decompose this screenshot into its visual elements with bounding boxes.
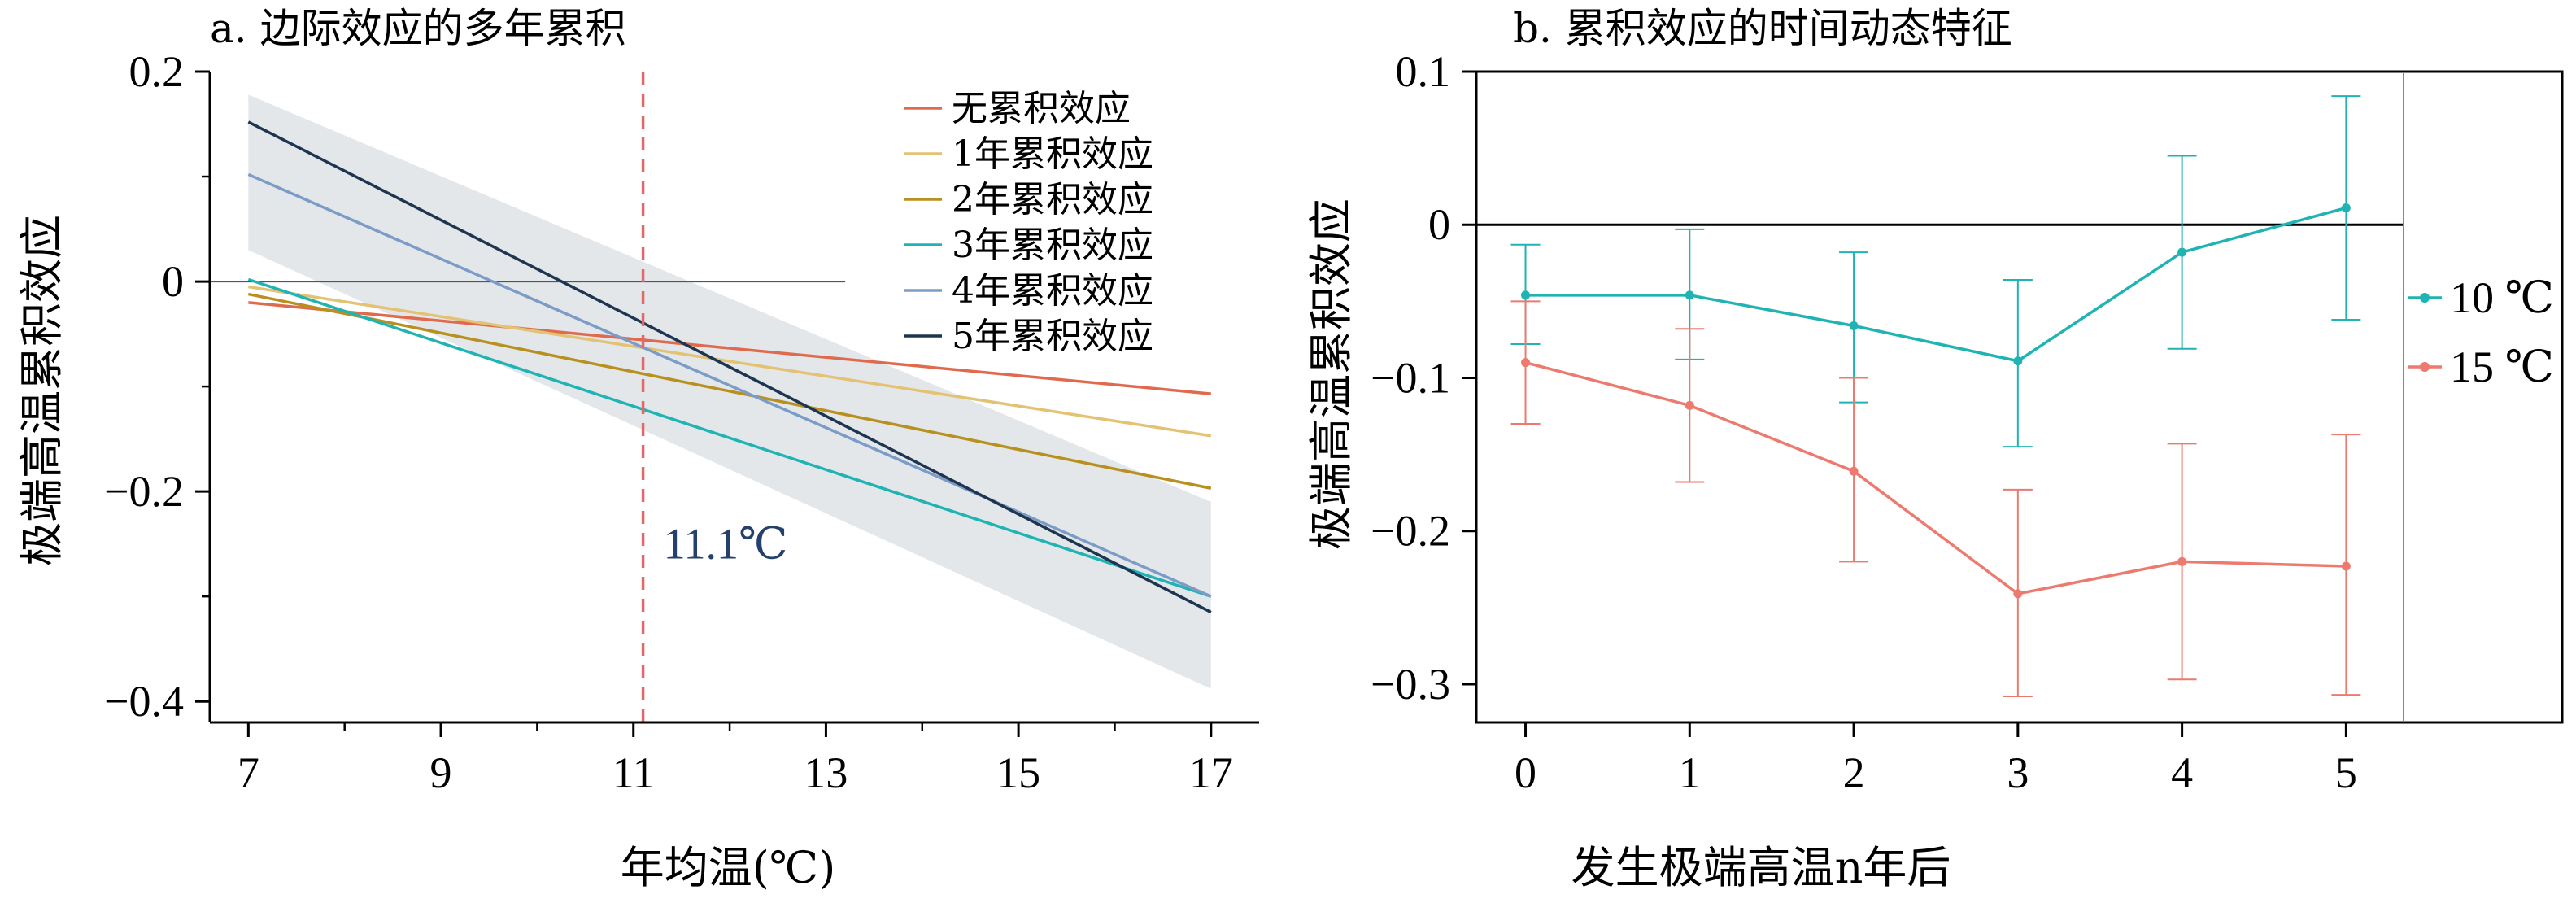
data-point (1521, 290, 1531, 300)
data-point (1685, 400, 1694, 410)
series-lines (1510, 95, 2361, 697)
data-point (2177, 556, 2187, 566)
series-line (1525, 206, 2347, 363)
data-point (2341, 203, 2351, 213)
x-tick-label: 0 (1515, 748, 1536, 797)
x-tick-label: 17 (1189, 748, 1233, 797)
y-tick-label: 0.2 (129, 47, 185, 96)
legend-label: 15 ℃ (2450, 342, 2554, 391)
y-tick-label: 0 (1428, 200, 1450, 249)
legend-label: 5年累积效应 (952, 316, 1153, 357)
reference-label: 11.1℃ (664, 520, 788, 569)
panel-a: a. 边际效应的多年累积 11.1℃ 7 9 11 13 15 17 0.2 0 −0.2 −0… (16, 5, 1259, 893)
x-tick-label: 2 (1843, 748, 1865, 797)
x-ticks: 7 9 11 13 15 17 (238, 722, 1233, 797)
legend-label: 无累积效应 (952, 88, 1131, 129)
panel-b: b. 累积效应的时间动态特征 0 1 2 3 4 5 0.1 0 −0.1 −0.2 −0.3 发… (1305, 5, 2564, 893)
series-line (1525, 360, 2347, 595)
legend-label: 10 ℃ (2450, 273, 2554, 322)
y-tick-label: −0.4 (104, 677, 184, 726)
x-ticks: 0 1 2 3 4 5 (1515, 722, 2357, 797)
y-tick-label: −0.1 (1371, 353, 1450, 402)
series-lines (247, 120, 1212, 614)
y-axis-label: 极端高温累积效应 (16, 215, 68, 566)
data-point (1685, 290, 1694, 300)
series-line-2 (248, 285, 1212, 438)
data-point (2177, 247, 2187, 257)
y-tick-label: −0.2 (104, 467, 184, 516)
x-tick-label: 13 (804, 748, 848, 797)
series-line-6 (247, 120, 1212, 614)
series-1 (1510, 95, 2361, 448)
series-line-5 (247, 172, 1212, 598)
x-tick-label: 3 (2007, 748, 2029, 797)
panel-a-title: a. 边际效应的多年累积 (210, 5, 626, 52)
data-point (2013, 589, 2023, 599)
data-point (2341, 561, 2351, 571)
y-tick-label: 0 (162, 257, 184, 306)
legend: 10 ℃ 15 ℃ (2408, 273, 2554, 391)
legend-label: 4年累积效应 (952, 270, 1153, 312)
series-line-3 (247, 292, 1212, 490)
data-point (1849, 321, 1859, 330)
data-point (2013, 356, 2023, 366)
x-tick-label: 11 (612, 748, 655, 797)
series-line-1 (248, 301, 1211, 395)
data-point (1849, 466, 1859, 476)
y-ticks: 0.1 0 −0.1 −0.2 −0.3 (1371, 47, 1476, 709)
y-tick-label: −0.3 (1371, 660, 1450, 709)
x-axis-label: 发生极端高温n年后 (1571, 842, 1951, 893)
y-tick-label: −0.2 (1371, 507, 1450, 556)
legend-marker (2420, 362, 2430, 372)
data-point (1521, 358, 1531, 368)
x-tick-label: 5 (2335, 748, 2357, 797)
x-tick-label: 9 (430, 748, 452, 797)
x-tick-label: 1 (1679, 748, 1701, 797)
legend-label: 3年累积效应 (952, 225, 1153, 266)
series-2 (1510, 300, 2361, 697)
x-tick-label: 15 (996, 748, 1040, 797)
y-axis-label: 极端高温累积效应 (1305, 198, 1357, 550)
x-axis-label: 年均温(℃) (621, 842, 836, 893)
legend-marker (2420, 293, 2430, 303)
series-line-4 (247, 277, 1212, 598)
legend-label: 2年累积效应 (952, 179, 1153, 220)
y-tick-label: 0.1 (1396, 47, 1451, 96)
legend-label: 1年累积效应 (952, 133, 1153, 175)
axes-frame (1475, 70, 2564, 724)
x-tick-label: 7 (238, 748, 259, 797)
axes-frame (208, 72, 1259, 724)
x-tick-label: 4 (2171, 748, 2193, 797)
y-ticks: 0.2 0 −0.2 −0.4 (104, 47, 210, 726)
plot-frame (1475, 70, 2564, 724)
panel-b-title: b. 累积效应的时间动态特征 (1513, 5, 2012, 52)
